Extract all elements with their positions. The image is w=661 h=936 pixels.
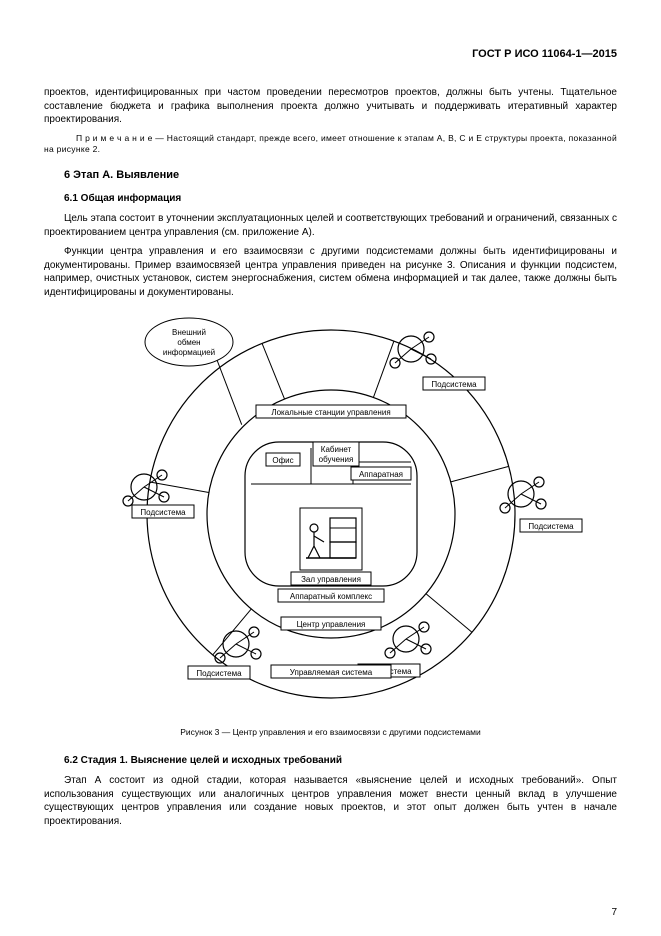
- p-6-1-a: Цель этапа состоит в уточнении эксплуата…: [44, 212, 617, 239]
- svg-text:Аппаратная: Аппаратная: [358, 470, 402, 479]
- heading-6-2: 6.2 Стадия 1. Выяснение целей и исходных…: [64, 755, 617, 766]
- figure-3-caption: Рисунок 3 — Центр управления и его взаим…: [44, 727, 617, 737]
- figure-3: Подсистема Подсистема Подсистема Подсистема…: [44, 309, 617, 719]
- doc-header: ГОСТ Р ИСО 11064-1—2015: [44, 48, 617, 60]
- svg-text:Зал управления: Зал управления: [301, 575, 361, 584]
- svg-text:информацией: информацией: [162, 348, 214, 357]
- svg-text:Управляемая система: Управляемая система: [289, 668, 372, 677]
- page-number: 7: [611, 907, 617, 918]
- svg-text:Центр управления: Центр управления: [296, 620, 365, 629]
- svg-text:Офис: Офис: [272, 456, 293, 465]
- heading-6: 6 Этап А. Выявление: [64, 169, 617, 181]
- svg-text:Подсистема: Подсистема: [528, 522, 574, 531]
- diagram-svg: Подсистема Подсистема Подсистема Подсистема…: [71, 309, 591, 719]
- svg-text:Аппаратный комплекс: Аппаратный комплекс: [289, 592, 371, 601]
- intro-paragraph: проектов, идентифицированных при частом …: [44, 86, 617, 127]
- svg-text:Кабинет: Кабинет: [320, 445, 351, 454]
- svg-text:Подсистема: Подсистема: [140, 508, 186, 517]
- svg-text:обучения: обучения: [318, 455, 353, 464]
- svg-text:Подсистема: Подсистема: [431, 380, 477, 389]
- heading-6-1: 6.1 Общая информация: [64, 193, 617, 204]
- note-paragraph: П р и м е ч а н и е — Настоящий стандарт…: [44, 133, 617, 156]
- svg-text:Подсистема: Подсистема: [196, 669, 242, 678]
- svg-text:Внешний: Внешний: [172, 328, 206, 337]
- p-6-1-b: Функции центра управления и его взаимосв…: [44, 245, 617, 299]
- svg-text:обмен: обмен: [177, 338, 200, 347]
- p-6-2-a: Этап А состоит из одной стадии, которая …: [44, 774, 617, 828]
- svg-text:Локальные станции управления: Локальные станции управления: [271, 408, 390, 417]
